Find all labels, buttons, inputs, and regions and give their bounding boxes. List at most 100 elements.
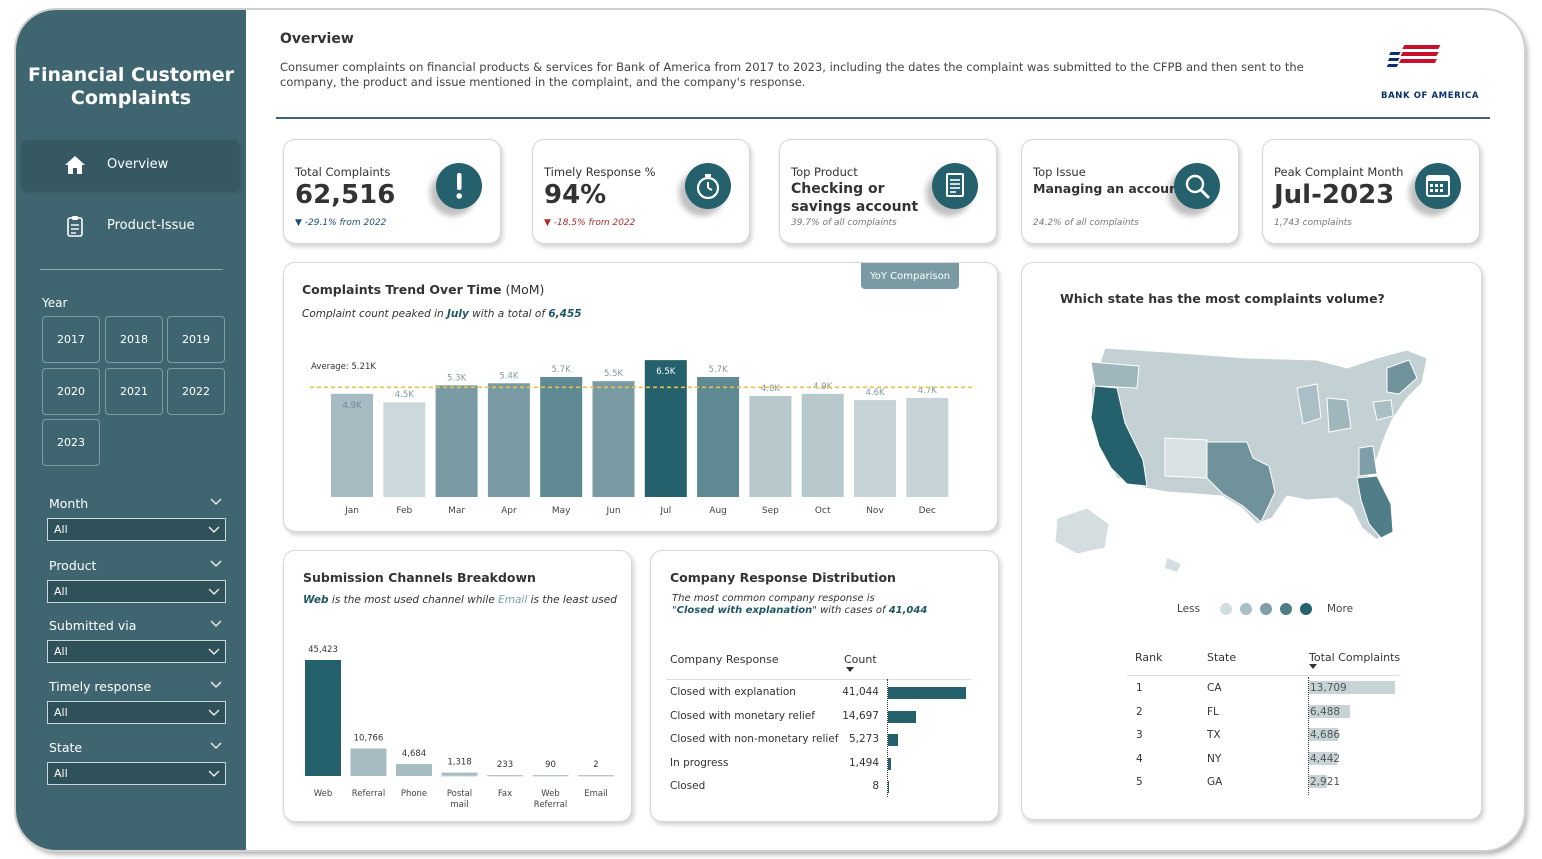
map-title: Which state has the most complaints volu… — [1060, 291, 1385, 306]
kpi-label: Top Issue — [1033, 165, 1086, 179]
page-title: Overview — [280, 31, 354, 47]
year-button[interactable]: 2020 — [42, 368, 100, 415]
channel-bar — [441, 772, 478, 776]
year-button[interactable]: 2018 — [105, 316, 163, 363]
chevron-down-icon[interactable] — [210, 681, 222, 689]
state-code: FL — [1207, 705, 1219, 718]
calendar-icon — [1415, 163, 1461, 209]
response-sub-value: Closed with explanation — [676, 605, 813, 616]
col-rank: Rank — [1135, 651, 1163, 664]
kpi-value: 94% — [544, 180, 607, 210]
trend-bar-label: 4.7K — [918, 386, 938, 396]
table-divider — [1127, 675, 1399, 676]
trend-x-tick: Apr — [501, 506, 517, 516]
table-divider — [666, 679, 971, 680]
trend-bar — [435, 385, 478, 497]
col-total-complaints[interactable]: Total Complaints — [1309, 651, 1401, 664]
chevron-down-icon[interactable] — [210, 620, 222, 628]
col-count[interactable]: Count — [844, 653, 877, 666]
nav-product-issue[interactable]: Product-Issue — [21, 201, 239, 251]
chevron-down-icon — [208, 709, 220, 716]
response-sub-quote-open: " — [672, 605, 677, 616]
kpi-note: 1,743 complaints — [1274, 218, 1352, 228]
average-label: Average: 5.21K — [311, 362, 376, 372]
kpi-card-peak-month: Peak Complaint Month Jul-2023 1,743 comp… — [1262, 139, 1480, 244]
kpi-value: Checking or savings account — [791, 180, 918, 216]
chevron-down-icon[interactable] — [210, 560, 222, 568]
trend-x-tick: Dec — [919, 506, 936, 516]
us-map[interactable] — [1047, 328, 1457, 588]
trend-x-tick: Sep — [762, 506, 779, 516]
response-count: 5,273 — [848, 733, 879, 746]
trend-bar — [697, 376, 740, 497]
year-filter-label: Year — [42, 296, 68, 310]
state-total-bar — [1309, 704, 1350, 718]
trend-bar-label: 6.5K — [656, 367, 676, 377]
year-button[interactable]: 2019 — [167, 316, 225, 363]
state-code: TX — [1207, 729, 1221, 741]
year-button[interactable]: 2021 — [105, 368, 163, 415]
trend-bar-label: 5.4K — [499, 371, 519, 381]
trend-bar — [383, 402, 426, 497]
channel-x-tick: Web — [314, 789, 333, 799]
year-button[interactable]: 2023 — [42, 419, 100, 466]
kpi-label: Total Complaints — [295, 165, 391, 179]
bank-of-america-logo — [1386, 45, 1441, 67]
home-icon — [65, 156, 85, 174]
response-count-bar — [888, 687, 966, 699]
kpi-card-timely-response: Timely Response % 94% ▼ -18.5% from 2022 — [532, 139, 750, 244]
response-count: 41,044 — [842, 686, 879, 698]
response-sub-quote-close: " with cases of — [812, 605, 889, 616]
response-subtitle: The most common company response is "Clos… — [672, 593, 927, 617]
response-label: Closed with explanation — [670, 686, 796, 698]
submitted-via-select[interactable]: All — [47, 640, 226, 663]
channels-sub-least: Email — [498, 594, 528, 606]
month-select-value: All — [54, 523, 68, 536]
trend-chart-card: YoY Comparison Complaints Trend Over Tim… — [283, 262, 998, 532]
kpi-card-top-issue: Top Issue Managing an account 24.2% of a… — [1021, 139, 1239, 244]
trend-x-tick: Mar — [448, 506, 465, 516]
trend-x-tick: Jul — [659, 506, 671, 516]
kpi-value: Managing an account — [1033, 181, 1184, 196]
trend-bar — [540, 376, 583, 497]
state-code: NY — [1207, 752, 1222, 765]
trend-bar — [854, 400, 896, 497]
year-button[interactable]: 2022 — [167, 368, 225, 415]
state-total-bar — [1309, 728, 1339, 741]
sidebar: Financial Customer Complaints Overview P… — [16, 10, 246, 850]
channels-bar-chart: 45,423 Web 10,766 Referral 4,684 Phone 1,318 Po… — [305, 645, 614, 810]
channel-bar — [305, 660, 341, 776]
year-button[interactable]: 2017 — [42, 316, 100, 363]
product-select[interactable]: All — [47, 580, 226, 603]
state-total: 2,921 — [1310, 776, 1341, 788]
state-rank: 1 — [1136, 682, 1143, 694]
kpi-label: Peak Complaint Month — [1274, 165, 1404, 179]
chevron-down-icon[interactable] — [210, 742, 222, 750]
trend-x-tick: Jun — [605, 506, 620, 516]
chevron-down-icon[interactable] — [210, 498, 222, 506]
clipboard-icon — [67, 216, 83, 237]
trend-chart-title: Complaints Trend Over Time (MoM) — [302, 282, 544, 297]
trend-x-tick: Feb — [396, 506, 412, 516]
month-select[interactable]: All — [47, 518, 226, 541]
timely-response-select[interactable]: All — [47, 701, 226, 724]
yoy-comparison-button[interactable]: YoY Comparison — [861, 263, 959, 289]
state-total: 6,488 — [1310, 705, 1341, 718]
nav-overview[interactable]: Overview — [21, 140, 239, 190]
chevron-down-icon — [208, 770, 220, 777]
kpi-card-total-complaints: Total Complaints 62,516 ▼ -29.1% from 20… — [283, 139, 501, 244]
magnifier-icon — [1174, 163, 1220, 209]
response-count-bar — [888, 757, 891, 770]
submitted-via-filter-label: Submitted via — [49, 618, 137, 633]
response-title: Company Response Distribution — [670, 570, 896, 585]
state-select[interactable]: All — [47, 762, 226, 785]
trend-sub-value: 6,455 — [548, 308, 582, 320]
kpi-card-top-product: Top Product Checking or savings account 3… — [779, 139, 997, 244]
channel-x-tick: Postal — [447, 789, 472, 799]
state-total: 4,686 — [1310, 729, 1341, 741]
response-count-bar — [888, 734, 899, 747]
kpi-label: Timely Response % — [544, 165, 656, 179]
page-description: Consumer complaints on financial product… — [280, 60, 1304, 89]
response-label: Closed — [670, 780, 706, 793]
stopwatch-icon — [685, 163, 731, 209]
